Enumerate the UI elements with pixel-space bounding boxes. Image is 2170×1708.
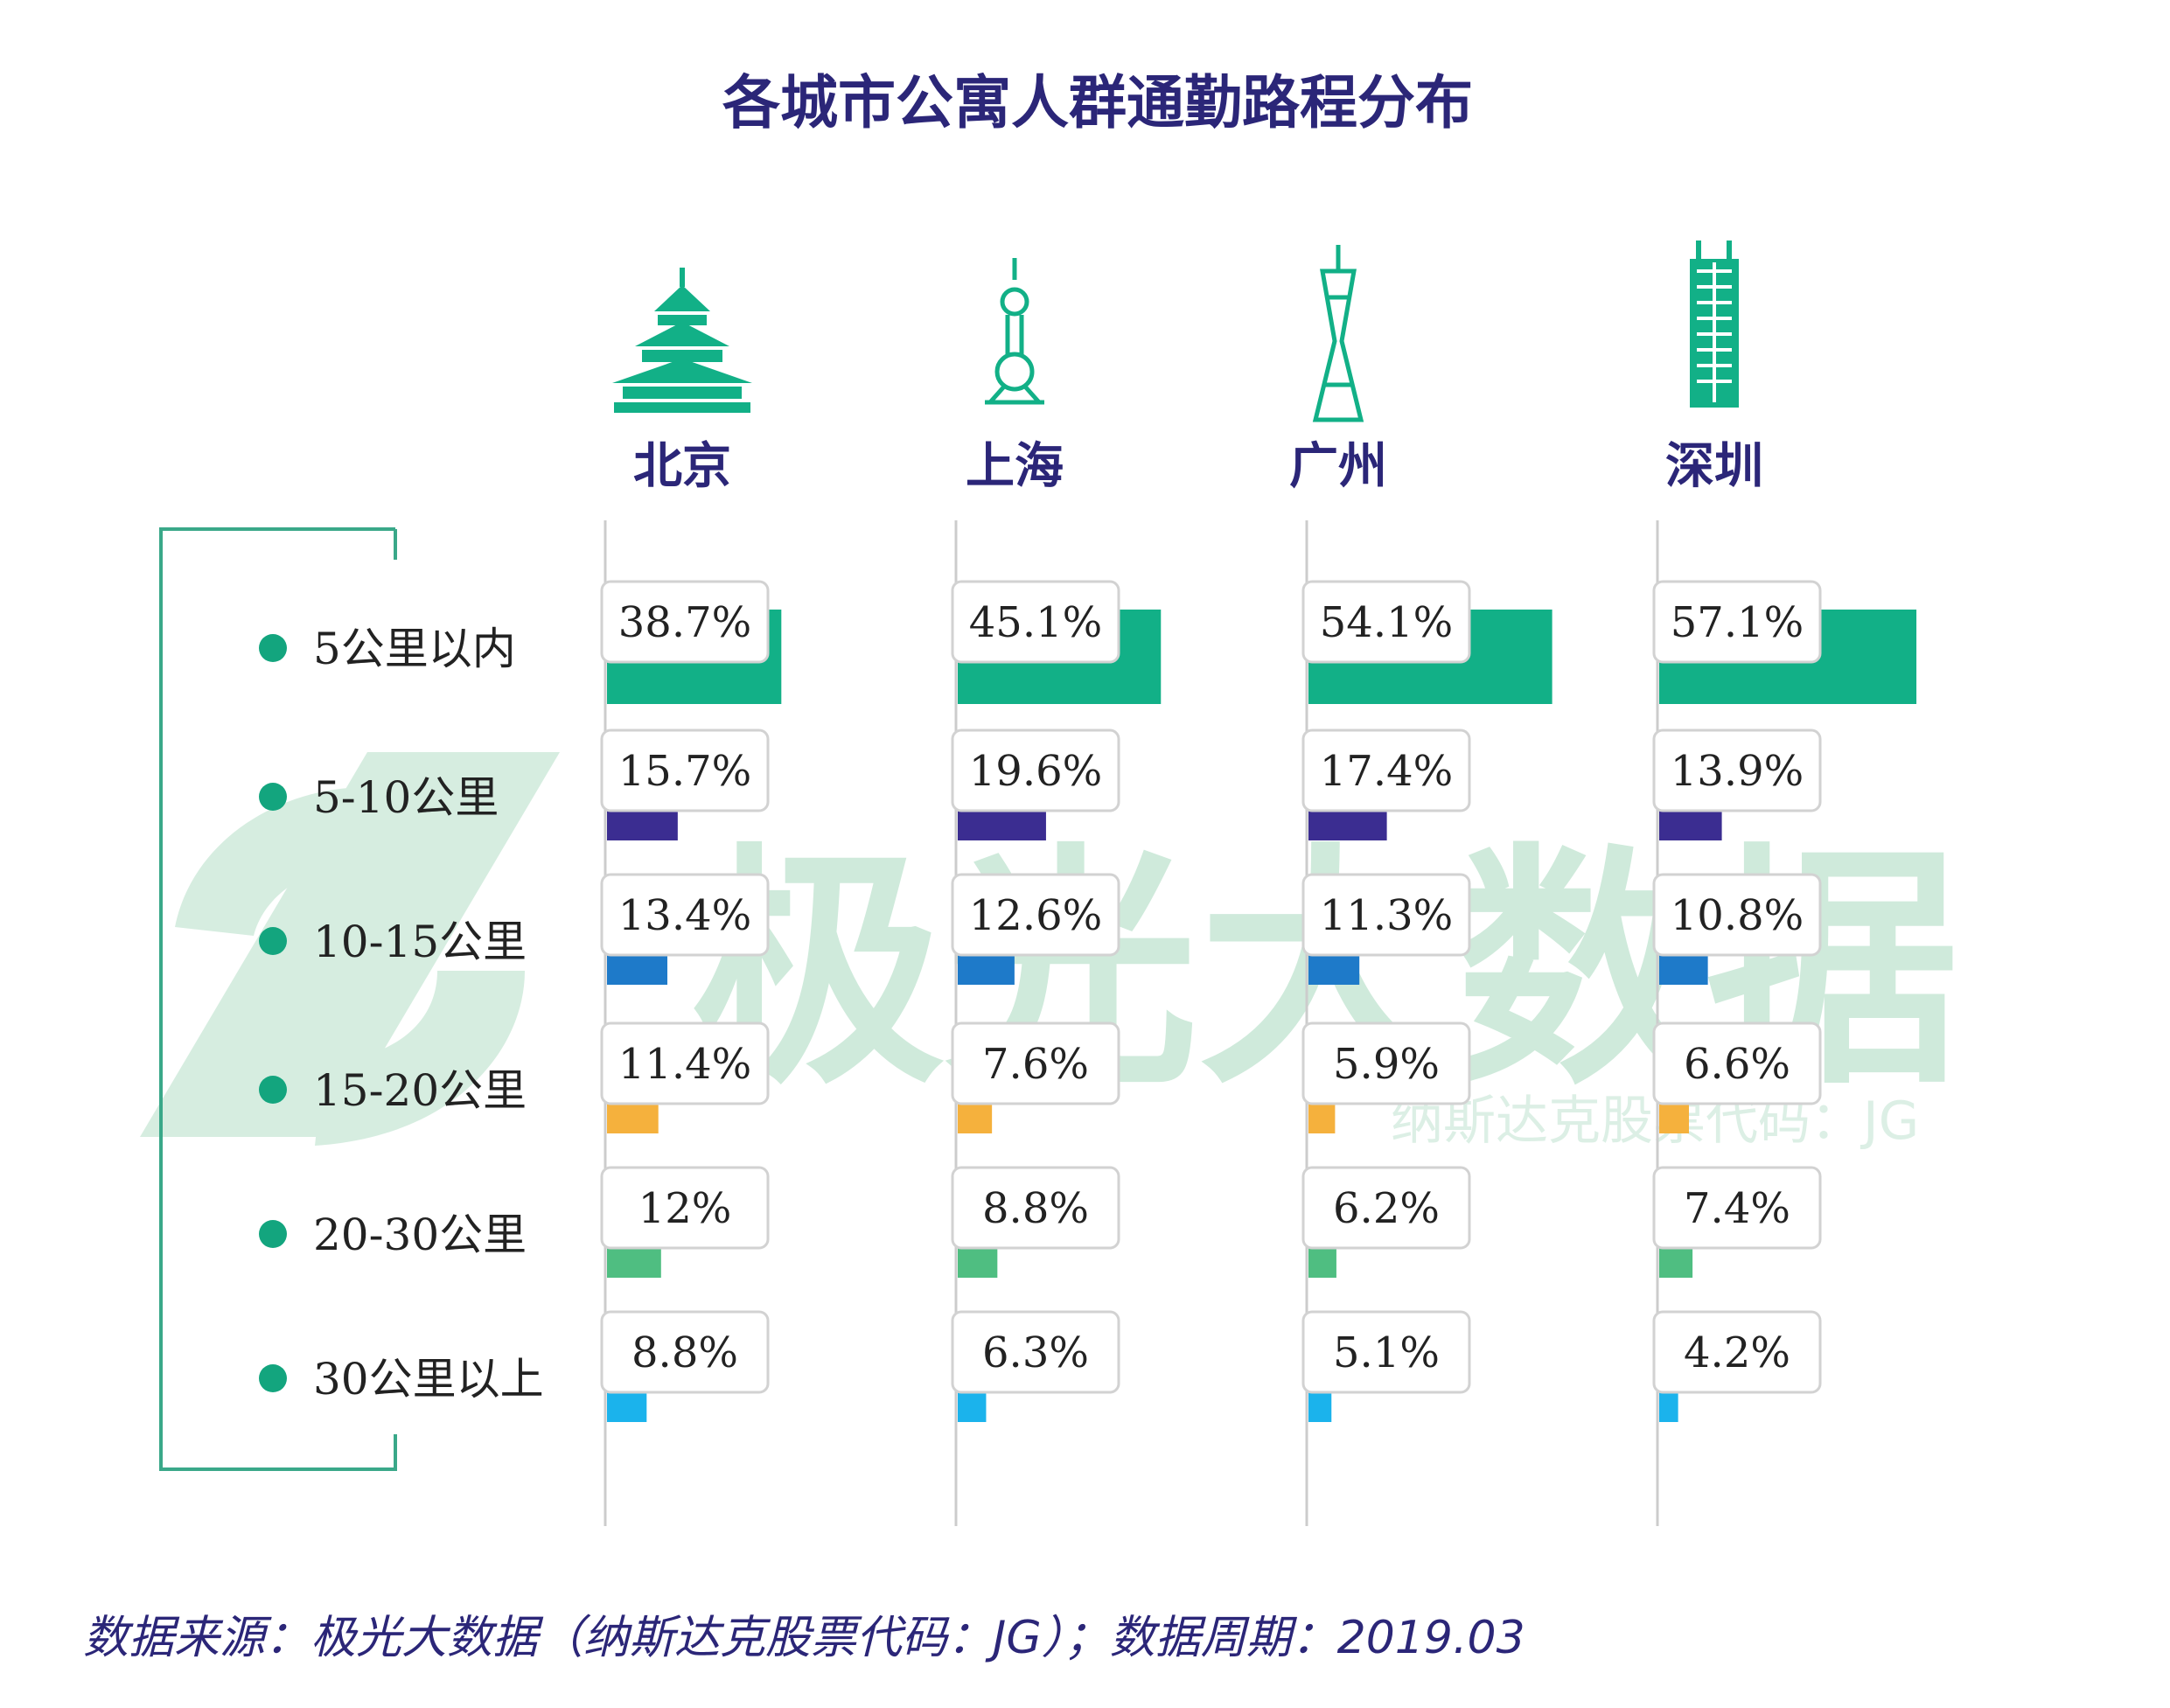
value-label-box [1652, 873, 1822, 957]
value-label-box [951, 873, 1120, 957]
value-label-box [1301, 580, 1471, 664]
value-label-box [600, 729, 770, 812]
value-label: 10.8% [1671, 891, 1804, 940]
category-label: 30公里以上 [313, 1354, 544, 1405]
value-label-box [951, 729, 1120, 812]
city-labels: 北京 上海 广州 深圳 [633, 438, 1763, 495]
oriental-pearl-tower-icon [985, 258, 1044, 405]
value-label: 8.8% [982, 1184, 1089, 1233]
bar [1308, 953, 1360, 985]
value-label: 11.4% [618, 1040, 751, 1089]
city-label: 上海 [966, 438, 1064, 495]
value-label-box [1652, 1166, 1822, 1250]
value-label: 5.1% [1333, 1328, 1440, 1377]
city-label: 北京 [633, 438, 731, 495]
category-dot [259, 1364, 287, 1392]
value-label: 54.1% [1320, 598, 1453, 647]
category-label: 15-20公里 [313, 1065, 527, 1116]
value-label-box [600, 1310, 770, 1394]
skyscraper-icon [1690, 241, 1739, 408]
value-label-box [951, 580, 1120, 664]
value-label: 45.1% [969, 598, 1102, 647]
bar [1308, 1246, 1336, 1278]
bar [1659, 1102, 1689, 1133]
value-label: 38.7% [618, 598, 751, 647]
city-label: 广州 [1289, 438, 1387, 495]
bar [958, 809, 1046, 840]
category-legend: 5公里以内 5-10公里 10-15公里 15-20公里 20-30公里 30公里以上 [259, 624, 544, 1405]
category-dot [259, 1076, 287, 1104]
bar [607, 1246, 661, 1278]
value-label-box [600, 1021, 770, 1105]
value-label: 19.6% [969, 747, 1102, 796]
value-label: 8.8% [631, 1328, 738, 1377]
bar [1308, 809, 1387, 840]
bar [958, 1246, 998, 1278]
value-label: 4.2% [1684, 1328, 1790, 1377]
bar [1659, 809, 1722, 840]
category-dot [259, 927, 287, 955]
value-label: 17.4% [1320, 747, 1453, 796]
bar [1659, 1246, 1693, 1278]
bar [958, 1391, 987, 1422]
category-dot [259, 1220, 287, 1248]
value-label-box [600, 580, 770, 664]
category-label: 5-10公里 [313, 772, 499, 823]
value-label-box [1301, 1021, 1471, 1105]
value-label: 6.6% [1684, 1040, 1790, 1089]
value-label-box [1652, 1310, 1822, 1394]
legend-bracket [159, 527, 397, 1471]
value-label: 13.9% [1671, 747, 1804, 796]
value-label-box [951, 1310, 1120, 1394]
bar [1308, 1102, 1336, 1133]
bar [1659, 953, 1708, 985]
category-label: 20-30公里 [313, 1210, 527, 1260]
temple-of-heaven-icon [612, 268, 752, 413]
bar [607, 1391, 647, 1422]
value-label-box [951, 1166, 1120, 1250]
chart-title: 各城市公寓人群通勤路程分布 [722, 69, 1473, 136]
brand-logo-icon [140, 752, 560, 1146]
value-label: 7.4% [1684, 1184, 1790, 1233]
value-label: 15.7% [618, 747, 751, 796]
value-label: 6.3% [982, 1328, 1089, 1377]
category-dot [259, 783, 287, 811]
bar [958, 953, 1015, 985]
category-label: 5公里以内 [313, 624, 516, 674]
value-label-box [600, 1166, 770, 1250]
value-label-box [1301, 729, 1471, 812]
value-label: 11.3% [1320, 891, 1453, 940]
bar [958, 1102, 993, 1133]
bar [1659, 1391, 1678, 1422]
value-label: 5.9% [1333, 1040, 1440, 1089]
value-label-box [1652, 580, 1822, 664]
source-note: 数据来源：极光大数据（纳斯达克股票代码：JG）；数据周期：2019.03 [83, 1612, 1525, 1664]
city-label: 深圳 [1665, 438, 1763, 495]
category-dot [259, 634, 287, 662]
value-label-box [1652, 1021, 1822, 1105]
value-label: 13.4% [618, 891, 751, 940]
value-label: 6.2% [1333, 1184, 1440, 1233]
value-label: 7.6% [982, 1040, 1089, 1089]
value-label-box [1301, 873, 1471, 957]
city-icons [612, 241, 1739, 422]
bars: 38.7% 15.7% 13.4% 11.4% 12% 8.8% 45.1% 19.6% 12.… [600, 580, 1917, 1422]
value-label: 12% [638, 1184, 732, 1233]
value-label: 12.6% [969, 891, 1102, 940]
value-label-box [1301, 1310, 1471, 1394]
bar [607, 953, 668, 985]
value-label-box [600, 873, 770, 957]
canton-tower-icon [1312, 245, 1364, 422]
value-label-box [951, 1021, 1120, 1105]
bar [1308, 1391, 1332, 1422]
bar [607, 1102, 659, 1133]
value-label: 57.1% [1671, 598, 1804, 647]
value-label-box [1301, 1166, 1471, 1250]
value-label-box [1652, 729, 1822, 812]
bar [607, 809, 678, 840]
category-label: 10-15公里 [313, 917, 527, 967]
